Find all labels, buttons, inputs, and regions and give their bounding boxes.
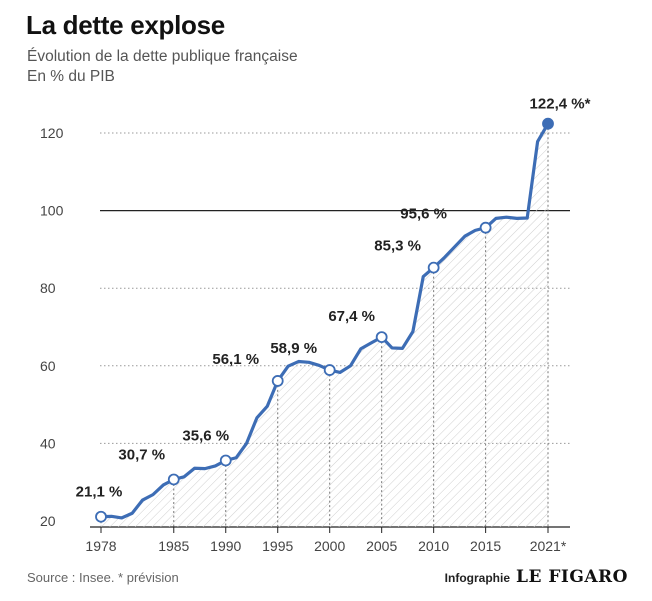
source-note: Source : Insee. * prévision [27,570,179,585]
data-labels: 21,1 % 30,7 % 35,6 % 56,1 % 58,9 % 67,4 % 85,3… [76,96,591,501]
x-tick-label: 1978 [85,538,116,554]
data-label: 67,4 % [328,308,375,325]
data-label: 122,4 %* [530,96,591,113]
y-axis-ticks: 20 40 60 80 100 120 [40,125,64,529]
chart-subtitle: Évolution de la dette publique française [27,48,298,65]
x-axis-ticks: 1978 1985 1990 1995 2000 2005 2010 2015 2021* [85,527,567,554]
debt-line-chart: 20 40 60 80 100 120 1978 1985 1990 1995 2000 2005 2… [40,96,591,554]
chart-title: La dette explose [26,10,225,40]
area-fill [101,123,548,528]
chart-unit: En % du PIB [27,68,115,85]
data-label: 35,6 % [182,427,229,444]
x-tick-label: 2010 [418,538,449,554]
y-tick-label: 120 [40,125,64,141]
y-tick-label: 20 [40,513,56,529]
data-marker [323,364,336,376]
data-marker-forecast [542,117,554,130]
credit-label: Infographie [444,571,510,585]
x-tick-label: 2000 [314,538,345,554]
data-marker [219,454,232,467]
x-tick-label: 1995 [262,538,293,554]
drop-lines [100,123,549,527]
data-label: 95,6 % [400,206,447,223]
hatched-area [101,123,548,528]
x-tick-label: 2015 [470,538,501,554]
credit: Infographie LE FIGARO [445,567,628,587]
data-label: 85,3 % [374,238,421,255]
y-tick-label: 100 [40,203,64,219]
data-marker [427,261,440,274]
data-label: 58,9 % [270,340,317,357]
y-tick-label: 60 [40,358,56,374]
data-label: 30,7 % [118,446,165,463]
data-marker [271,375,284,387]
y-tick-label: 40 [40,435,56,451]
x-tick-label: 2005 [366,538,397,554]
data-marker [375,331,388,343]
data-marker [167,473,180,486]
data-markers [95,117,554,523]
y-tick-label: 80 [40,280,56,296]
le-figaro-logo: LE FIGARO [516,567,628,587]
data-marker [95,510,107,523]
x-tick-label: 1990 [210,538,241,554]
data-label: 21,1 % [76,484,123,501]
x-tick-label: 2021* [530,538,567,554]
data-label: 56,1 % [212,351,259,368]
x-tick-label: 1985 [158,538,189,554]
data-marker [479,221,492,234]
